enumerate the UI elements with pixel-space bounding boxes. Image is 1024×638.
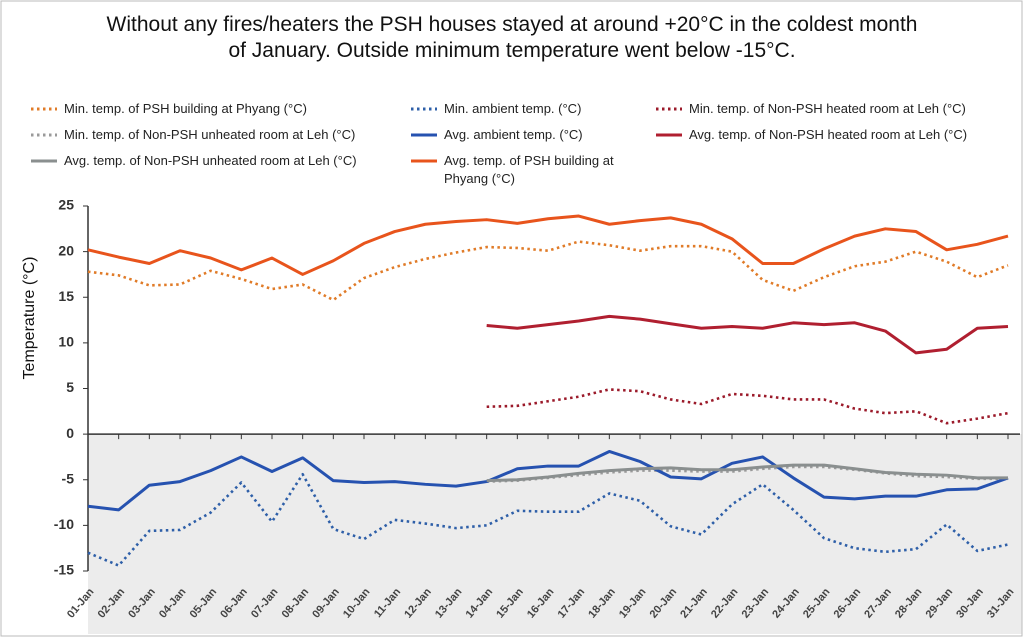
legend-swatch: [31, 107, 57, 111]
legend-label: Avg. temp. of PSH building at Phyang (°C…: [444, 153, 614, 186]
legend-label: Min. temp. of Non-PSH unheated room at L…: [64, 127, 356, 142]
title-line: of January. Outside minimum temperature …: [228, 39, 796, 62]
legend-item: Min. temp. of Non-PSH unheated room at L…: [30, 126, 384, 144]
legend-label: Min. temp. of PSH building at Phyang (°C…: [64, 101, 307, 116]
y-tick-label: 10: [58, 334, 74, 350]
legend-item: Min. temp. of PSH building at Phyang (°C…: [30, 100, 384, 118]
legend-item: Avg. temp. of Non-PSH heated room at Leh…: [655, 126, 1009, 144]
legend-label: Avg. temp. of Non-PSH unheated room at L…: [64, 153, 357, 168]
y-tick-label: 25: [58, 197, 74, 213]
y-tick-label: -10: [54, 516, 74, 532]
legend-swatch: [31, 159, 57, 163]
y-tick-label: -5: [62, 470, 75, 486]
y-tick-label: 15: [58, 288, 74, 304]
legend-item: Avg. temp. of PSH building at Phyang (°C…: [410, 152, 624, 188]
y-axis-label: Temperature (°C): [21, 257, 38, 380]
y-tick-label: 20: [58, 242, 74, 258]
chart-title: Without any fires/heaters the PSH houses…: [0, 12, 1024, 64]
legend-label: Min. ambient temp. (°C): [444, 101, 582, 116]
legend-swatch: [411, 133, 437, 137]
legend-swatch: [31, 133, 57, 137]
series-line: [87, 214, 1009, 276]
legend-swatch: [656, 107, 682, 111]
legend-swatch: [411, 107, 437, 111]
legend-label: Min. temp. of Non-PSH heated room at Leh…: [689, 101, 966, 116]
legend-item: Avg. temp. of Non-PSH unheated room at L…: [30, 152, 384, 170]
legend-swatch: [656, 133, 682, 137]
legend-swatch: [411, 159, 437, 163]
series-line: [486, 463, 1008, 483]
series-line: [486, 314, 1009, 355]
legend-item: Avg. ambient temp. (°C): [410, 126, 764, 144]
y-tick-label: -15: [54, 562, 74, 578]
series-line: [87, 472, 1009, 567]
legend-label: Avg. temp. of Non-PSH heated room at Leh…: [689, 127, 968, 142]
legend-item: Min. temp. of Non-PSH heated room at Leh…: [655, 100, 1009, 118]
series-line: [87, 240, 1009, 302]
y-tick-label: 0: [66, 425, 74, 441]
y-tick-label: 5: [66, 379, 74, 395]
legend-label: Avg. ambient temp. (°C): [444, 127, 583, 142]
title-line: Without any fires/heaters the PSH houses…: [106, 13, 918, 36]
series-line: [87, 449, 1009, 512]
legend-item: Min. ambient temp. (°C): [410, 100, 764, 118]
series-line: [486, 388, 1009, 425]
